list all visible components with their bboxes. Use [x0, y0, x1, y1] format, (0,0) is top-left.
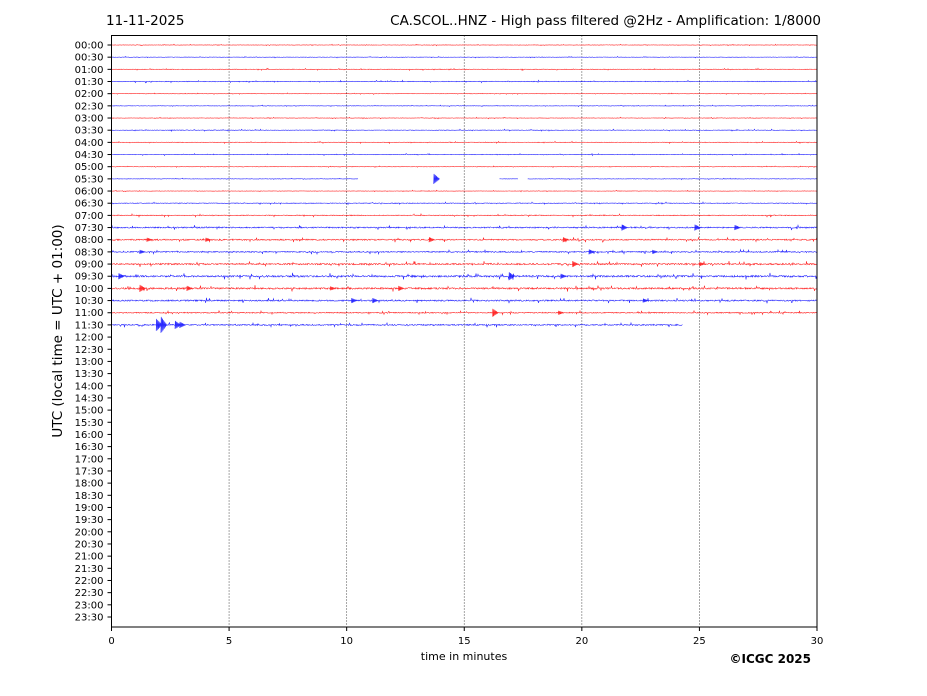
y-tick-label: 08:00: [75, 235, 104, 246]
y-tick-label: 20:30: [75, 539, 104, 550]
y-tick-label: 05:30: [75, 174, 104, 185]
y-tick-label: 00:30: [75, 53, 104, 64]
y-tick-label: 02:30: [75, 101, 104, 112]
x-tick-label: 30: [811, 636, 824, 647]
y-tick-label: 21:00: [75, 552, 104, 563]
y-tick-label: 23:00: [75, 600, 104, 611]
trace-0230: [111, 104, 818, 108]
y-tick-label: 14:30: [75, 393, 104, 404]
y-tick-label: 01:00: [75, 65, 104, 76]
x-tick-label: 20: [575, 636, 588, 647]
trace-0200: [111, 92, 818, 95]
trace-1000: [111, 284, 818, 293]
y-tick-label: 21:30: [75, 564, 104, 575]
y-tick-label: 14:00: [75, 381, 104, 392]
y-tick-label: 18:00: [75, 479, 104, 490]
y-tick-label: 07:00: [75, 211, 104, 222]
trace-0800: [111, 236, 818, 243]
y-tick-label: 04:00: [75, 138, 104, 149]
y-tick-label: 03:00: [75, 114, 104, 125]
y-tick-label: 09:00: [75, 260, 104, 271]
y-tick-label: 09:30: [75, 272, 104, 283]
trace-0330: [111, 128, 818, 132]
y-tick-label: 11:00: [75, 308, 104, 319]
traces: [111, 43, 818, 333]
y-tick-label: 12:30: [75, 345, 104, 356]
y-tick-label: 15:30: [75, 418, 104, 429]
y-tick-label: 19:00: [75, 503, 104, 514]
trace-0530: [111, 173, 817, 184]
y-tick-label: 06:00: [75, 187, 104, 198]
trace-0500: [111, 165, 818, 168]
trace-0730: [111, 224, 818, 231]
trace-0600: [111, 189, 818, 193]
y-tick-label: 08:30: [75, 247, 104, 258]
y-tick-label: 02:00: [75, 89, 104, 100]
trace-0000: [111, 43, 818, 47]
trace-1030: [111, 297, 817, 304]
copyright: ©ICGC 2025: [729, 652, 811, 666]
trace-1100: [111, 308, 818, 317]
y-tick-label: 05:00: [75, 162, 104, 173]
x-axis-label: time in minutes: [421, 650, 508, 663]
x-tick-label: 10: [340, 636, 353, 647]
y-tick-label: 10:00: [75, 284, 104, 295]
grid-lines: [228, 35, 700, 627]
y-tick-label: 17:00: [75, 454, 104, 465]
plot-frame: [111, 35, 818, 628]
y-tick-label: 19:30: [75, 515, 104, 526]
trace-0400: [111, 140, 818, 145]
y-tick-label: 06:30: [75, 199, 104, 210]
y-tick-label: 23:30: [75, 612, 104, 623]
y-tick-label: 01:30: [75, 77, 104, 88]
trace-0630: [111, 201, 818, 206]
trace-0100: [111, 67, 818, 71]
y-tick-label: 22:00: [75, 576, 104, 587]
trace-0930: [111, 272, 818, 281]
y-tick-label: 07:30: [75, 223, 104, 234]
x-tick-label: 15: [458, 636, 471, 647]
x-tick-label: 5: [226, 636, 232, 647]
y-tick-label: 11:30: [75, 320, 104, 331]
trace-0030: [111, 55, 818, 59]
trace-0300: [111, 116, 818, 120]
y-tick-label: 15:00: [75, 406, 104, 417]
y-tick-label: 16:30: [75, 442, 104, 453]
chart-title: CA.SCOL..HNZ - High pass filtered @2Hz -…: [390, 13, 821, 29]
trace-0700: [111, 212, 818, 218]
trace-0430: [111, 152, 818, 157]
y-tick-label: 16:00: [75, 430, 104, 441]
y-tick-label: 18:30: [75, 491, 104, 502]
trace-0130: [111, 79, 818, 84]
y-tick-label: 13:00: [75, 357, 104, 368]
trace-0900: [111, 260, 817, 268]
y-tick-label: 20:00: [75, 527, 104, 538]
y-tick-label: 13:30: [75, 369, 104, 380]
y-tick-label: 22:30: [75, 588, 104, 599]
x-tick-label: 25: [693, 636, 706, 647]
date-label: 11-11-2025: [106, 13, 184, 29]
trace-0830: [111, 248, 818, 256]
x-axis: 0 5 10 15 20 25 30: [108, 627, 823, 647]
y-tick-label: 10:30: [75, 296, 104, 307]
y-tick-label: 00:00: [75, 41, 104, 52]
y-tick-label: 04:30: [75, 150, 104, 161]
y-axis-label: UTC (local time = UTC + 01:00): [50, 224, 66, 437]
x-tick-label: 0: [108, 636, 114, 647]
y-tick-label: 03:30: [75, 126, 104, 137]
y-tick-label: 17:30: [75, 466, 104, 477]
trace-1130: [111, 316, 683, 333]
y-tick-label: 12:00: [75, 333, 104, 344]
